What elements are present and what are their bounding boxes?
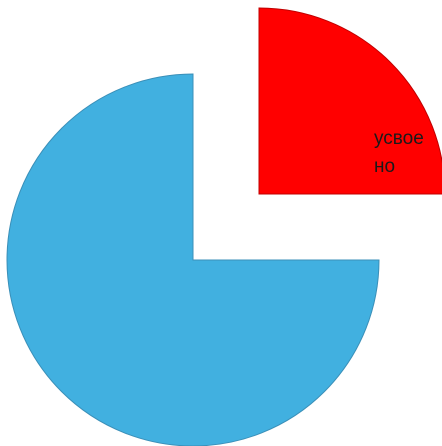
pie-slice-2: [258, 7, 442, 195]
slice-label-line-1: усвое: [374, 128, 424, 149]
pie-slice-1: [6, 73, 380, 446]
pie-slices: [6, 7, 442, 446]
slice-label-line-2: но: [374, 156, 395, 177]
pie-labels: усвое но: [374, 128, 424, 177]
